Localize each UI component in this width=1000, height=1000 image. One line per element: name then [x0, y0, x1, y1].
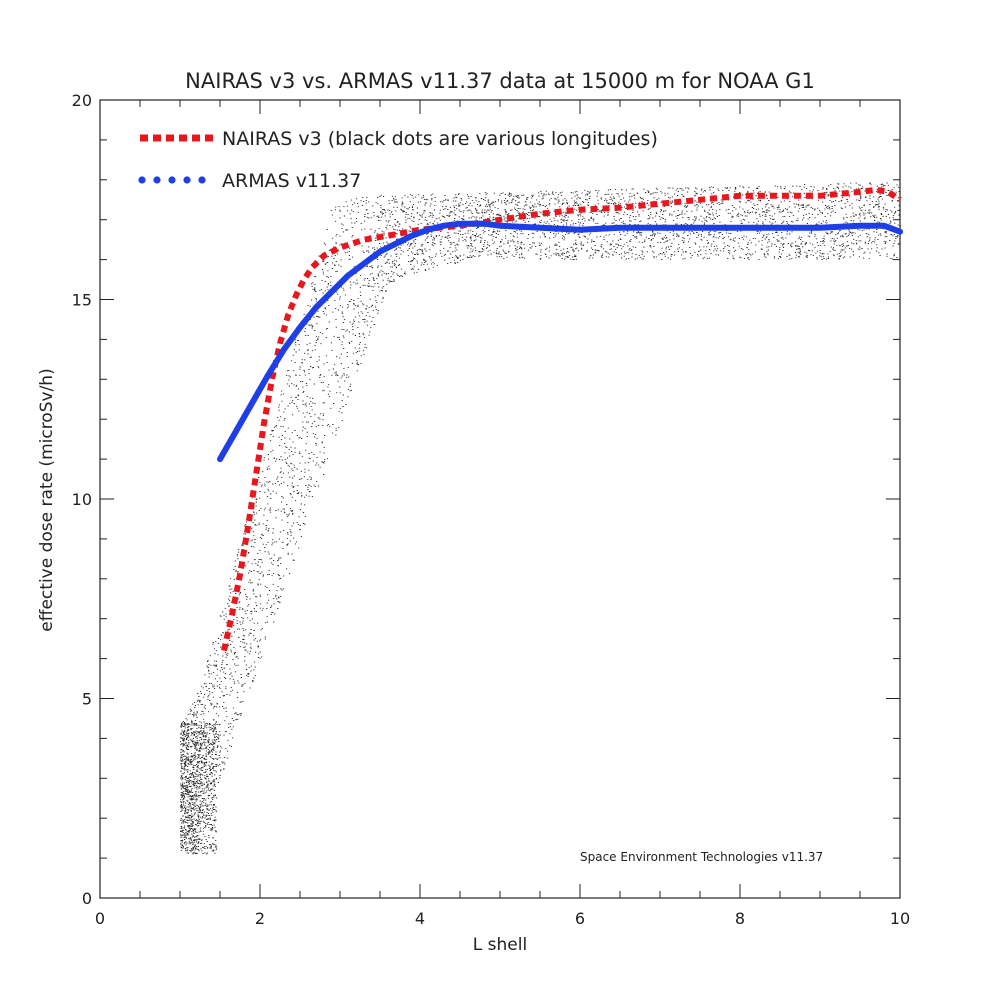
x-tick-label: 0: [95, 909, 105, 928]
legend-label-armas: ARMAS v11.37: [222, 170, 361, 192]
y-tick-label: 15: [72, 291, 92, 310]
series-armas-line: [217, 220, 903, 463]
legend-swatch-dot: [168, 176, 176, 184]
x-tick-label: 2: [255, 909, 265, 928]
y-tick-label: 0: [82, 889, 92, 908]
x-tick-label: 8: [735, 909, 745, 928]
y-tick-label: 10: [72, 490, 92, 509]
legend-swatch-dot: [183, 176, 191, 184]
y-axis-label: effective dose rate (microSv/h): [37, 368, 57, 631]
scatter-points: [180, 182, 902, 855]
x-tick-label: 4: [415, 909, 425, 928]
x-tick-label: 10: [890, 909, 910, 928]
series-lines: [217, 186, 903, 652]
legend-swatch-dot: [153, 176, 161, 184]
y-tick-label: 5: [82, 690, 92, 709]
legend-swatch-dot: [138, 176, 146, 184]
y-tick-label: 20: [72, 91, 92, 110]
series-nairas-line: [221, 186, 902, 652]
longitude-scatter-cloud: [180, 182, 902, 855]
credit-annotation: Space Environment Technologies v11.37: [580, 850, 823, 864]
axes: 0 2 4 6 8 10 0 5 10 15 20: [72, 91, 911, 928]
x-axis-label: L shell: [473, 935, 527, 955]
chart-title: NAIRAS v3 vs. ARMAS v11.37 data at 15000…: [185, 69, 815, 93]
legend-swatch-dot: [198, 176, 206, 184]
legend-label-nairas: NAIRAS v3 (black dots are various longit…: [222, 128, 658, 150]
x-tick-label: 6: [575, 909, 585, 928]
legend-swatch-armas: [138, 176, 206, 184]
legend: NAIRAS v3 (black dots are various longit…: [138, 128, 658, 192]
